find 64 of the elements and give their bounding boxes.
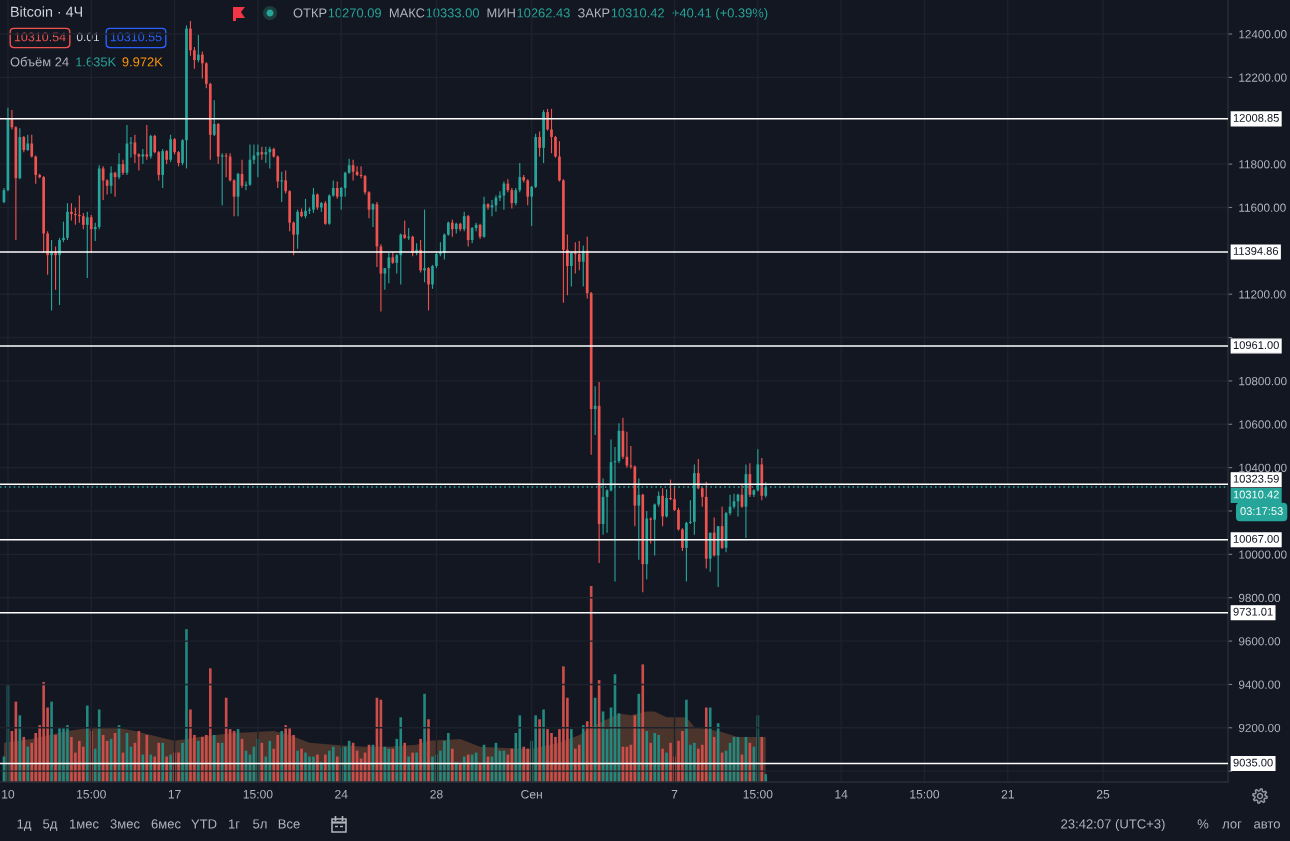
x-tick-label: 15:00 — [743, 789, 773, 799]
ref-line-label: 10067.00 — [1233, 534, 1279, 543]
y-tick-label: 9600.00 — [1238, 637, 1281, 646]
annotation: 10270.09 — [328, 8, 382, 18]
ref-line-label: 9035.00 — [1233, 758, 1273, 767]
annotation: +40.41 (+0.39%) — [672, 7, 768, 21]
x-tick-label: 15:00 — [77, 789, 106, 799]
ref-line-label: 9731.01 — [1233, 607, 1273, 616]
annotation: ЗАКР — [577, 8, 610, 18]
annotation: 10310.54 — [14, 32, 66, 42]
text: 1д — [17, 819, 32, 831]
y-tick-label: 9400.00 — [1238, 680, 1281, 689]
text: 23:42:07 (UTC+3) — [1061, 818, 1165, 832]
ref-line-label: 10323.59 — [1233, 474, 1279, 483]
text: 1г — [228, 819, 240, 829]
x-tick-label: 10 — [2, 789, 15, 799]
annotation: 10333.00 — [426, 8, 479, 18]
text: YTD — [191, 819, 217, 829]
annotation: 1.635K — [76, 57, 117, 67]
y-tick-label: 10000.00 — [1239, 550, 1287, 559]
text: 03:17:53 — [1240, 507, 1283, 515]
text: 3мес — [110, 819, 140, 829]
annotation: 10262.43 — [517, 8, 570, 18]
ref-line-label: 10310.42 — [1233, 490, 1279, 499]
annotation: ОТКР — [293, 8, 327, 18]
annotation: 0.01 — [76, 32, 100, 42]
text: 5л — [253, 819, 267, 829]
x-tick-label: 15:00 — [910, 789, 940, 799]
annotation: МАКС — [389, 8, 425, 18]
y-tick-label: 12400.00 — [1239, 30, 1287, 39]
x-tick-label: 15:00 — [243, 789, 273, 799]
text: 1мес — [69, 819, 99, 829]
text: 6мес — [151, 819, 181, 829]
annotation: 10310.42 — [611, 8, 664, 18]
ref-line-label: 12008.85 — [1233, 113, 1279, 122]
y-tick-label: 9800.00 — [1238, 593, 1281, 603]
x-tick-label: 25 — [1096, 789, 1110, 799]
x-tick-label: 24 — [335, 789, 348, 799]
y-tick-label: 12200.00 — [1239, 73, 1287, 82]
x-tick-label: 14 — [835, 790, 848, 799]
y-tick-label: 11600.00 — [1239, 203, 1286, 212]
text: авто — [1254, 821, 1280, 829]
x-tick-label: 28 — [430, 789, 443, 799]
y-tick-label: 11200.00 — [1239, 290, 1286, 299]
y-tick-label: 9200.00 — [1238, 723, 1281, 733]
y-tick-label: 11800.00 — [1239, 160, 1286, 169]
text: % — [1197, 819, 1209, 829]
annotation: 10310.55 — [110, 32, 162, 42]
ref-line-label: 11394.86 — [1233, 247, 1279, 255]
x-tick-label: 17 — [168, 790, 181, 799]
x-tick-label: 7 — [671, 790, 678, 799]
ref-line-label: 10961.00 — [1233, 341, 1279, 349]
annotation: МИН — [487, 8, 515, 18]
annotation: Объём 24 — [10, 56, 69, 67]
annotation: 9.972K — [122, 57, 163, 67]
x-tick-label: 21 — [1001, 789, 1014, 799]
y-tick-label: 10800.00 — [1239, 377, 1287, 386]
text: Все — [278, 819, 300, 829]
chart-title: Bitcoin · 4Ч — [11, 6, 82, 17]
x-tick-label: Сен — [521, 789, 542, 799]
y-tick-label: 10400.00 — [1239, 463, 1287, 472]
text: лог — [1222, 821, 1242, 829]
text: 5д — [43, 819, 58, 831]
y-tick-label: 10600.00 — [1239, 420, 1287, 429]
